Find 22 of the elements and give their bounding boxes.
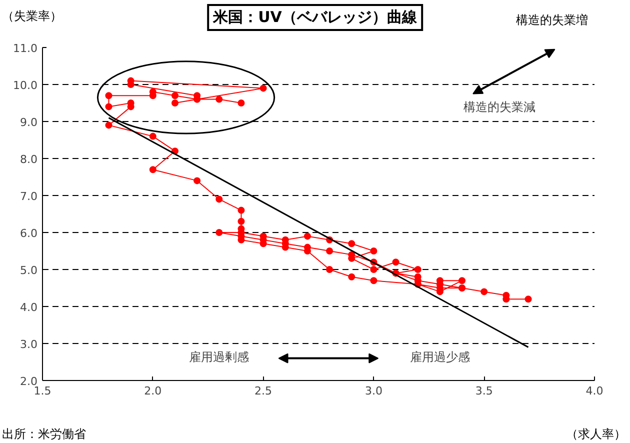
y-tick-label: 11.0 <box>13 42 38 55</box>
chart-title: 米国：UV（ベバレッジ）曲線 <box>207 4 423 32</box>
y-tick-label: 3.0 <box>20 338 38 351</box>
annotation: 雇用過剰感 <box>189 350 250 364</box>
x-tick-label: 4.0 <box>586 384 604 398</box>
annotation: 構造的失業減 <box>464 100 536 114</box>
x-axis-title: （求人率） <box>566 426 626 443</box>
text: 出所：米労働省 <box>2 426 86 443</box>
y-tick-label: 6.0 <box>20 227 38 240</box>
x-tick-label: 3.5 <box>475 384 493 398</box>
x-tick-label: 3.0 <box>364 384 382 398</box>
x-tick-label: 2.5 <box>254 384 272 398</box>
annotation: 雇用過少感 <box>410 350 470 364</box>
x-tick-label: 2.0 <box>144 384 162 398</box>
y-tick-label: 5.0 <box>20 264 38 277</box>
y-axis-title: （失業率） <box>2 8 62 25</box>
y-tick-label: 10.0 <box>13 79 38 92</box>
y-tick-label: 7.0 <box>20 190 38 203</box>
y-tick-label: 4.0 <box>20 301 38 314</box>
y-tick-label: 9.0 <box>20 116 38 129</box>
y-tick-label: 8.0 <box>20 153 38 166</box>
text: 構造的失業増 <box>516 12 588 29</box>
